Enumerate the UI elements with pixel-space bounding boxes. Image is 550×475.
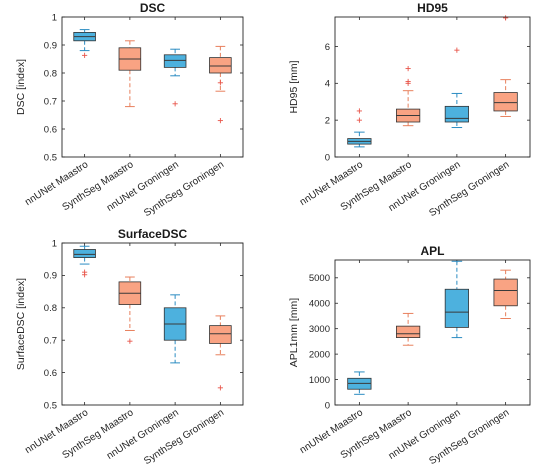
iqr-box [493,92,518,112]
y-axis-label: APL1mm [mm] [288,298,300,368]
iqr-box [444,105,469,123]
iqr-box [493,278,518,307]
chart-title: SurfaceDSC [118,227,188,241]
box-nnunet-maastro [347,371,372,395]
box-nnunet-groningen [444,47,469,129]
plot-area [335,17,530,157]
iqr-box [163,54,187,68]
outlier-marker [217,385,223,391]
y-tick-label: 1000 [309,375,330,386]
axes-frame [334,259,531,406]
outlier-marker [217,80,223,86]
y-tick-label: 3000 [309,324,330,335]
chart-title: APL [421,244,445,258]
box-synthseg-groningen [209,45,232,124]
box-synthseg-groningen [209,315,232,391]
x-category-label: SynthSeg Groningen [142,159,226,219]
outlier-marker [405,78,411,85]
y-tick-label: 0.5 [44,400,57,411]
box-synthseg-groningen [493,15,518,117]
y-tick-label: 0.7 [44,336,57,347]
y-tick-label: 2000 [309,349,330,360]
y-tick-label: 0.6 [44,124,57,135]
x-category-label: SynthSeg Groningen [427,407,511,467]
outlier-marker [454,47,460,53]
y-tick-label: 0.7 [44,96,57,107]
y-tick-label: 2 [325,115,330,126]
outlier-marker [172,101,178,107]
iqr-box [73,249,96,258]
outlier-marker [503,15,509,21]
y-tick-label: 0.6 [44,368,57,379]
x-category-label: SynthSeg Groningen [142,407,226,467]
axes-frame [61,242,244,406]
chart-title: HD95 [417,1,448,15]
outlier-marker [82,52,88,58]
box-nnunet-maastro [347,108,372,148]
outlier-marker [356,108,362,114]
axes-frame [334,16,531,158]
outlier-marker [405,65,411,72]
plot-area [62,243,243,405]
y-tick-label: 4000 [309,299,330,310]
box-nnunet-groningen [163,48,187,107]
outlier-marker [356,117,362,123]
y-tick-label: 6 [325,42,330,53]
outlier-marker [217,118,223,124]
y-tick-label: 0 [325,400,330,411]
y-tick-label: 4 [325,79,330,90]
iqr-box [444,288,469,328]
box-nnunet-maastro [73,245,96,278]
outlier-marker [82,272,88,278]
box-nnunet-groningen [163,294,187,364]
y-axis-label: HD95 [mm] [288,60,300,113]
y-tick-label: 5000 [309,273,330,284]
y-tick-label: 1 [52,12,57,23]
y-axis-label: DSC [index] [15,59,27,115]
box-synthseg-maastro [396,312,421,346]
iqr-box [209,57,232,74]
y-tick-label: 0 [325,152,330,163]
y-axis-label: SurfaceDSC [index] [15,278,27,370]
y-tick-label: 0.8 [44,68,57,79]
box-nnunet-maastro [73,29,96,58]
chart-title: DSC [140,1,166,15]
outlier-marker [127,338,133,344]
y-tick-label: 0.5 [44,152,57,163]
box-synthseg-maastro [118,276,142,344]
iqr-box [396,325,421,338]
y-tick-label: 0.9 [44,271,57,282]
iqr-box [209,325,232,344]
box-nnunet-groningen [444,260,469,339]
y-tick-label: 1 [52,238,57,249]
axes-frame [61,16,244,158]
chart-panel-surfacedsc: SurfaceDSC SurfaceDSC [index] 0.5 0.6 0.7 0.8… [15,227,244,467]
box-synthseg-maastro [118,40,142,108]
y-tick-label: 0.9 [44,40,57,51]
x-category-label: SynthSeg Groningen [427,159,511,219]
box-synthseg-maastro [396,65,421,127]
y-tick-label: 0.8 [44,303,57,314]
box-synthseg-groningen [493,269,518,320]
